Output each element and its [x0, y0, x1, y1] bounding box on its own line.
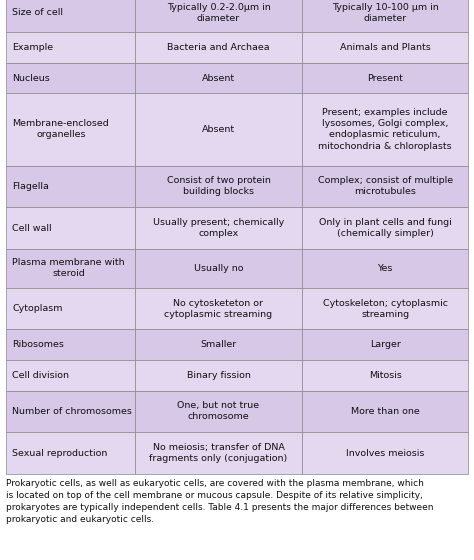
Bar — [135, 360, 302, 390]
Bar — [135, 390, 302, 432]
Text: Present; examples include
lysosomes, Golgi complex,
endoplasmic reticulum,
mitoc: Present; examples include lysosomes, Gol… — [319, 108, 452, 151]
Text: Cytoplasm: Cytoplasm — [12, 304, 63, 313]
Bar — [135, 329, 302, 360]
Bar — [135, 432, 302, 474]
Text: Absent: Absent — [202, 73, 235, 82]
Text: Nucleus: Nucleus — [12, 73, 50, 82]
Bar — [6, 329, 135, 360]
Bar — [135, 166, 302, 207]
Bar — [135, 32, 302, 63]
Bar — [302, 63, 468, 94]
Text: Mitosis: Mitosis — [369, 371, 401, 380]
Text: Cell division: Cell division — [12, 371, 70, 380]
Bar — [302, 288, 468, 329]
Text: Involves meiosis: Involves meiosis — [346, 449, 424, 458]
Text: Prokaryotic cells, as well as eukaryotic cells, are covered with the plasma memb: Prokaryotic cells, as well as eukaryotic… — [6, 479, 433, 524]
Text: Usually no: Usually no — [194, 264, 243, 273]
Text: Animals and Plants: Animals and Plants — [340, 43, 430, 52]
Text: Absent: Absent — [202, 125, 235, 134]
Bar — [135, 94, 302, 166]
Text: Sexual reproduction: Sexual reproduction — [12, 449, 108, 458]
Text: Only in plant cells and fungi
(chemically simpler): Only in plant cells and fungi (chemicall… — [319, 218, 452, 238]
Bar — [302, 360, 468, 390]
Text: More than one: More than one — [351, 407, 419, 416]
Text: Cell wall: Cell wall — [12, 223, 52, 232]
Text: Flagella: Flagella — [12, 182, 49, 191]
Text: Bacteria and Archaea: Bacteria and Archaea — [167, 43, 270, 52]
Bar — [6, 390, 135, 432]
Bar — [6, 166, 135, 207]
Bar — [6, 32, 135, 63]
Bar — [6, 0, 135, 32]
Bar — [302, 329, 468, 360]
Bar — [135, 207, 302, 249]
Text: Yes: Yes — [377, 264, 393, 273]
Text: One, but not true
chromosome: One, but not true chromosome — [177, 402, 260, 422]
Text: Typically 10-100 μm in
diameter: Typically 10-100 μm in diameter — [332, 3, 438, 23]
Bar — [135, 0, 302, 32]
Text: Smaller: Smaller — [201, 340, 237, 349]
Text: Number of chromosomes: Number of chromosomes — [12, 407, 132, 416]
Bar — [6, 207, 135, 249]
Bar — [302, 207, 468, 249]
Bar — [302, 432, 468, 474]
Text: Membrane-enclosed
organelles: Membrane-enclosed organelles — [12, 119, 109, 139]
Text: Example: Example — [12, 43, 54, 52]
Text: No meiosis; transfer of DNA
fragments only (conjugation): No meiosis; transfer of DNA fragments on… — [149, 443, 288, 463]
Bar — [135, 63, 302, 94]
Bar — [302, 94, 468, 166]
Bar — [6, 360, 135, 390]
Text: Cytoskeleton; cytoplasmic
streaming: Cytoskeleton; cytoplasmic streaming — [323, 298, 447, 319]
Bar — [6, 288, 135, 329]
Bar — [6, 432, 135, 474]
Bar — [6, 249, 135, 288]
Bar — [135, 249, 302, 288]
Text: Present: Present — [367, 73, 403, 82]
Bar — [302, 0, 468, 32]
Text: Binary fission: Binary fission — [187, 371, 250, 380]
Text: No cytosketeton or
cytoplasmic streaming: No cytosketeton or cytoplasmic streaming — [164, 298, 273, 319]
Text: Larger: Larger — [370, 340, 401, 349]
Text: Ribosomes: Ribosomes — [12, 340, 64, 349]
Bar — [6, 63, 135, 94]
Bar — [302, 166, 468, 207]
Bar — [6, 94, 135, 166]
Text: Typically 0.2-2.0μm in
diameter: Typically 0.2-2.0μm in diameter — [166, 3, 270, 23]
Text: Usually present; chemically
complex: Usually present; chemically complex — [153, 218, 284, 238]
Text: Size of cell: Size of cell — [12, 8, 64, 17]
Bar — [302, 390, 468, 432]
Bar — [302, 32, 468, 63]
Text: Complex; consist of multiple
microtubules: Complex; consist of multiple microtubule… — [318, 176, 453, 197]
Bar — [135, 288, 302, 329]
Bar — [302, 249, 468, 288]
Text: Plasma membrane with
steroid: Plasma membrane with steroid — [12, 258, 125, 278]
Text: Consist of two protein
building blocks: Consist of two protein building blocks — [166, 176, 271, 197]
